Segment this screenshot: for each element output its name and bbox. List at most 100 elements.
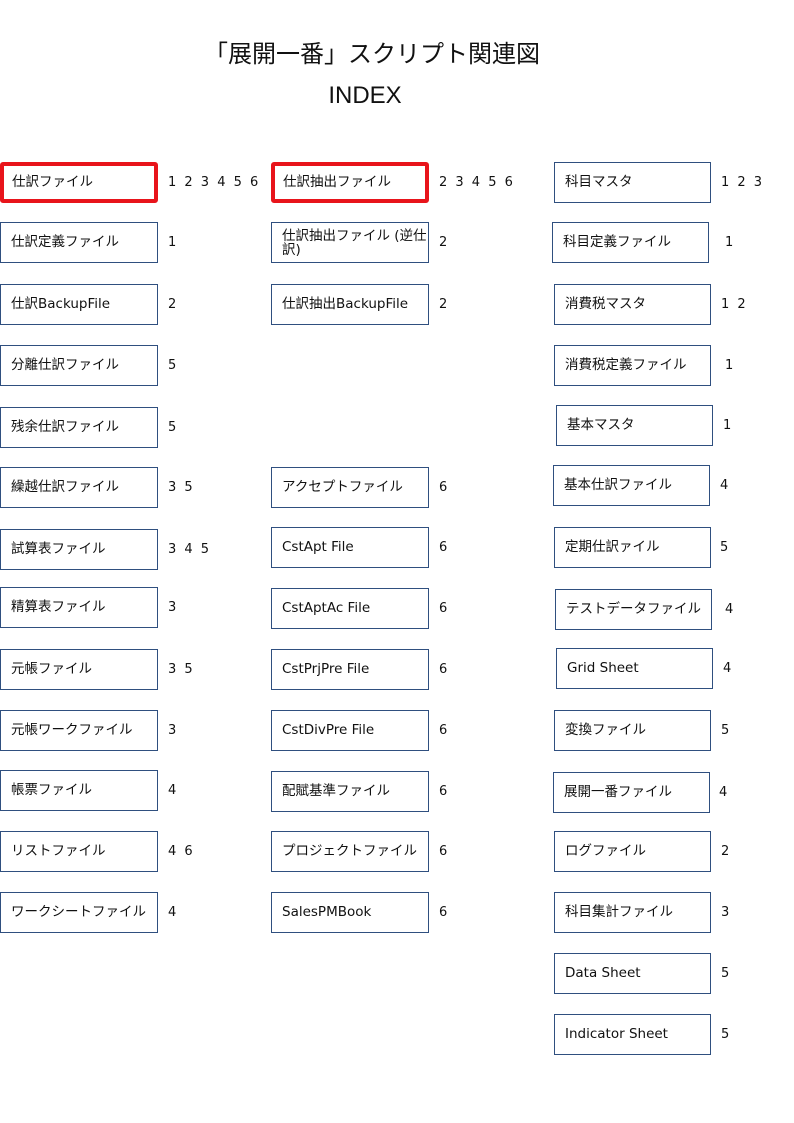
script-refs: 6 bbox=[439, 723, 450, 738]
file-label: CstDivPre File bbox=[282, 722, 375, 738]
script-refs: 3 bbox=[168, 600, 179, 615]
file-box[interactable]: CstApt File bbox=[271, 527, 429, 568]
file-box[interactable]: 配賦基準ファイル bbox=[271, 771, 429, 812]
page-title: 「展開一番」スクリプト関連図 bbox=[204, 40, 540, 68]
file-box[interactable]: 元帳ワークファイル bbox=[0, 710, 158, 751]
script-refs: 5 bbox=[168, 420, 179, 435]
file-box[interactable]: 消費税マスタ bbox=[554, 284, 711, 325]
file-label: 基本仕訳ファイル bbox=[564, 477, 672, 493]
file-box[interactable]: 試算表ファイル bbox=[0, 529, 158, 570]
file-box[interactable]: 変換ファイル bbox=[554, 710, 711, 751]
script-refs: 1 bbox=[723, 418, 734, 433]
file-label: 仕訳抽出BackupFile bbox=[282, 296, 409, 312]
file-box[interactable]: テストデータファイル bbox=[555, 589, 712, 630]
script-refs: 1 bbox=[168, 235, 179, 250]
file-box[interactable]: CstPrjPre File bbox=[271, 649, 429, 690]
file-label: アクセプトファイル bbox=[282, 479, 403, 495]
script-refs: 4 bbox=[723, 661, 734, 676]
file-box[interactable]: Grid Sheet bbox=[556, 648, 713, 689]
file-box[interactable]: 基本仕訳ファイル bbox=[553, 465, 710, 506]
script-refs: 1 bbox=[725, 358, 736, 373]
file-label: 科目マスタ bbox=[565, 174, 633, 190]
file-label: CstAptAc File bbox=[282, 600, 371, 616]
file-box[interactable]: 仕訳定義ファイル bbox=[0, 222, 158, 263]
file-label: 元帳ワークファイル bbox=[11, 722, 133, 738]
file-box[interactable]: 科目集計ファイル bbox=[554, 892, 711, 933]
file-box[interactable]: リストファイル bbox=[0, 831, 158, 872]
file-box[interactable]: 仕訳ファイル bbox=[0, 162, 158, 203]
file-box[interactable]: 仕訳抽出ファイル bbox=[271, 162, 429, 203]
file-label: テストデータファイル bbox=[566, 601, 701, 617]
script-refs: 2 bbox=[721, 844, 732, 859]
file-box[interactable]: 残余仕訳ファイル bbox=[0, 407, 158, 448]
script-refs: 2 bbox=[439, 235, 450, 250]
script-refs: 4 bbox=[725, 602, 736, 617]
file-box[interactable]: プロジェクトファイル bbox=[271, 831, 429, 872]
file-label: CstPrjPre File bbox=[282, 661, 370, 677]
file-box[interactable]: 基本マスタ bbox=[556, 405, 713, 446]
file-box[interactable]: 仕訳抽出ファイル (逆仕訳) bbox=[271, 222, 429, 263]
file-box[interactable]: 帳票ファイル bbox=[0, 770, 158, 811]
file-box[interactable]: ログファイル bbox=[554, 831, 711, 872]
file-box[interactable]: 定期仕訳ァイル bbox=[554, 527, 711, 568]
page-subtitle: INDEX bbox=[328, 82, 402, 109]
file-label: 配賦基準ファイル bbox=[282, 783, 390, 799]
file-box[interactable]: アクセプトファイル bbox=[271, 467, 429, 508]
script-refs: 5 bbox=[721, 723, 732, 738]
script-refs: 6 bbox=[439, 905, 450, 920]
file-label: プロジェクトファイル bbox=[282, 843, 417, 859]
file-box[interactable]: 仕訳抽出BackupFile bbox=[271, 284, 429, 325]
script-refs: 5 bbox=[721, 1027, 732, 1042]
file-label: 仕訳BackupFile bbox=[11, 296, 111, 312]
script-refs: 3 5 bbox=[168, 480, 195, 495]
file-label: CstApt File bbox=[282, 539, 354, 555]
file-box[interactable]: 科目マスタ bbox=[554, 162, 711, 203]
file-box[interactable]: Indicator Sheet bbox=[554, 1014, 711, 1055]
file-label: Grid Sheet bbox=[567, 660, 639, 676]
file-label: 科目集計ファイル bbox=[565, 904, 673, 920]
file-box[interactable]: 繰越仕訳ファイル bbox=[0, 467, 158, 508]
script-refs: 6 bbox=[439, 844, 450, 859]
file-label: 定期仕訳ァイル bbox=[565, 539, 660, 555]
file-box[interactable]: 元帳ファイル bbox=[0, 649, 158, 690]
script-refs: 3 bbox=[168, 723, 179, 738]
file-label: 科目定義ファイル bbox=[563, 234, 671, 250]
script-refs: 2 bbox=[168, 297, 179, 312]
script-refs: 3 5 bbox=[168, 662, 195, 677]
script-refs: 1 bbox=[725, 235, 736, 250]
file-label: ログファイル bbox=[565, 843, 646, 859]
file-label: 消費税定義ファイル bbox=[565, 357, 687, 373]
script-refs: 1 2 3 bbox=[721, 175, 765, 190]
file-box[interactable]: 分離仕訳ファイル bbox=[0, 345, 158, 386]
file-label: Data Sheet bbox=[565, 965, 641, 981]
script-refs: 6 bbox=[439, 601, 450, 616]
script-refs: 4 bbox=[720, 478, 731, 493]
script-refs: 5 bbox=[721, 966, 732, 981]
file-label: 消費税マスタ bbox=[565, 296, 646, 312]
file-box[interactable]: 消費税定義ファイル bbox=[554, 345, 711, 386]
script-refs: 3 4 5 bbox=[168, 542, 212, 557]
script-refs: 1 2 3 4 5 6 bbox=[168, 175, 261, 190]
file-label: リストファイル bbox=[11, 843, 106, 859]
file-box[interactable]: CstDivPre File bbox=[271, 710, 429, 751]
file-label: 帳票ファイル bbox=[11, 782, 92, 798]
file-box[interactable]: ワークシートファイル bbox=[0, 892, 158, 933]
file-label: 仕訳ファイル bbox=[12, 174, 93, 190]
file-box[interactable]: Data Sheet bbox=[554, 953, 711, 994]
script-refs: 5 bbox=[168, 358, 179, 373]
file-label: 繰越仕訳ファイル bbox=[11, 479, 119, 495]
file-label: 基本マスタ bbox=[567, 417, 635, 433]
script-refs: 6 bbox=[439, 480, 450, 495]
file-box[interactable]: 仕訳BackupFile bbox=[0, 284, 158, 325]
file-box[interactable]: 科目定義ファイル bbox=[552, 222, 709, 263]
file-box[interactable]: CstAptAc File bbox=[271, 588, 429, 629]
script-refs: 5 bbox=[720, 540, 731, 555]
file-box[interactable]: 精算表ファイル bbox=[0, 587, 158, 628]
file-label: 元帳ファイル bbox=[11, 661, 92, 677]
script-refs: 4 bbox=[168, 783, 179, 798]
file-box[interactable]: 展開一番ファイル bbox=[553, 772, 710, 813]
script-refs: 4 bbox=[168, 905, 179, 920]
file-box[interactable]: SalesPMBook bbox=[271, 892, 429, 933]
file-label: 残余仕訳ファイル bbox=[11, 419, 119, 435]
file-label: 仕訳抽出ファイル bbox=[283, 174, 391, 190]
